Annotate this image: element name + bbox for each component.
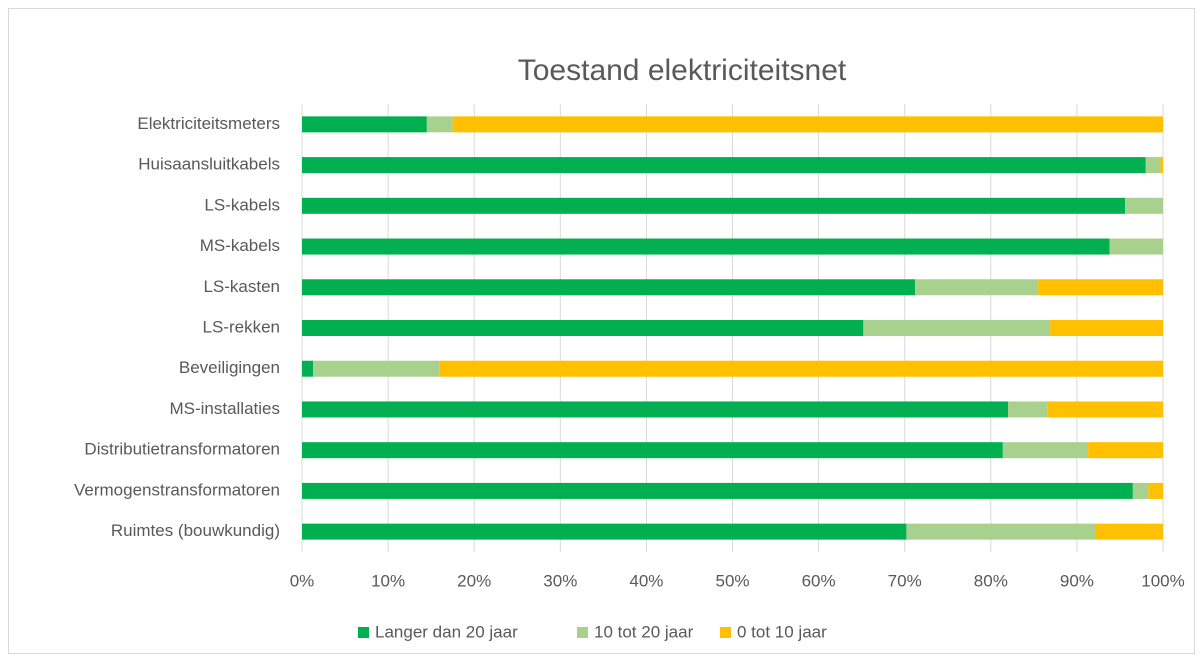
y-tick-label: Ruimtes (bouwkundig) (111, 521, 280, 540)
x-tick-label: 30% (543, 571, 577, 590)
x-tick-label: 100% (1141, 571, 1184, 590)
bar-segment (302, 360, 314, 377)
y-tick-label: Vermogenstransformatoren (74, 480, 280, 499)
bar-segment (1125, 197, 1163, 214)
bar-segment (1132, 482, 1149, 499)
bar-segment (313, 360, 440, 377)
legend-swatch (358, 627, 369, 638)
bar-segment (302, 523, 907, 540)
bar-segment (302, 157, 1146, 174)
bar-segment (1008, 401, 1048, 418)
bar-segment (302, 482, 1133, 499)
x-tick-label: 50% (715, 571, 749, 590)
legend-label: 0 tot 10 jaar (737, 622, 827, 641)
y-tick-label: Elektriciteitsmeters (137, 114, 280, 133)
bar-segment (1148, 482, 1163, 499)
bar-segment (302, 401, 1009, 418)
bar-segment (302, 116, 427, 133)
y-tick-label: Huisaansluitkabels (138, 155, 280, 174)
y-tick-label: Distributietransformatoren (84, 440, 280, 459)
bar-segment (302, 320, 864, 336)
legend-swatch (720, 627, 731, 638)
bar-segment (439, 360, 1163, 377)
bar-segment (915, 279, 1039, 296)
y-tick-label: LS-rekken (203, 317, 280, 336)
chart-title: Toestand elektriciteitsnet (518, 54, 847, 87)
legend-label: Langer dan 20 jaar (375, 622, 518, 641)
bar-segment (1160, 157, 1163, 174)
bar-segment (1109, 238, 1163, 255)
y-tick-label: LS-kabels (204, 195, 280, 214)
x-tick-label: 60% (802, 571, 836, 590)
bar-segment (1002, 442, 1089, 459)
bar-segment (1050, 320, 1163, 336)
bar-segment (452, 116, 1163, 133)
bar-segment (302, 197, 1126, 214)
bar-segment (1094, 523, 1163, 540)
x-tick-label: 90% (1060, 571, 1094, 590)
x-tick-label: 70% (888, 571, 922, 590)
legend-label: 10 tot 20 jaar (594, 622, 694, 641)
bar-segment (1047, 401, 1163, 418)
y-tick-label: MS-kabels (200, 236, 280, 255)
bar-segment (1145, 157, 1161, 174)
bar-segment (302, 279, 916, 296)
bar-segment (863, 320, 1051, 336)
x-tick-label: 20% (457, 571, 491, 590)
x-tick-label: 80% (974, 571, 1008, 590)
y-tick-label: LS-kasten (203, 277, 280, 296)
y-tick-label: Beveiligingen (179, 358, 280, 377)
x-tick-label: 10% (371, 571, 405, 590)
bar-segment (426, 116, 453, 133)
bar-segment (1038, 279, 1163, 296)
y-tick-label: MS-installaties (169, 399, 280, 418)
bar-segment (1088, 442, 1163, 459)
bar-segment (906, 523, 1095, 540)
bar-segment (302, 238, 1110, 255)
bar-segment (302, 442, 1003, 459)
x-tick-label: 0% (290, 571, 315, 590)
legend-swatch (577, 627, 588, 638)
x-tick-label: 40% (629, 571, 663, 590)
